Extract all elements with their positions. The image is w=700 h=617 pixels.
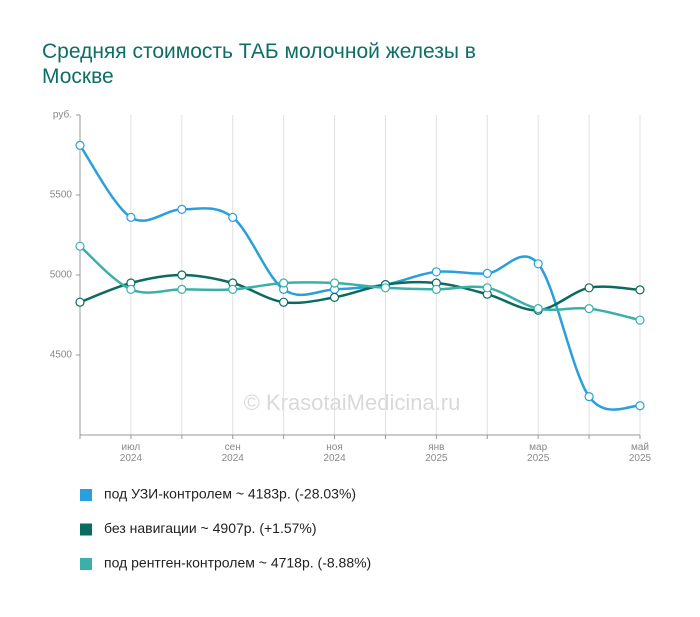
data-point [584, 392, 594, 402]
data-point [533, 304, 543, 314]
data-point [75, 297, 85, 307]
data-point [177, 204, 187, 214]
legend-swatch [80, 523, 92, 536]
data-point [482, 283, 492, 293]
data-point [75, 140, 85, 150]
x-tick-label: мар 2025 [527, 442, 550, 464]
data-point [279, 297, 289, 307]
legend-label: под рентген-контролем ~ 4718р. (-8.88%) [104, 555, 371, 571]
data-point [584, 304, 594, 314]
data-point [126, 284, 136, 294]
data-point [431, 284, 441, 294]
data-point [584, 283, 594, 293]
data-point [533, 259, 543, 269]
y-tick-label: руб. [53, 109, 72, 121]
x-tick-label: янв 2025 [425, 442, 448, 464]
legend-label: без навигации ~ 4907р. (+1.57%) [104, 520, 317, 536]
legend-swatch [80, 489, 92, 501]
data-point [228, 284, 238, 294]
y-tick-label: 5500 [50, 190, 73, 201]
x-tick-label: ноя 2024 [323, 442, 346, 464]
data-point [329, 292, 340, 302]
x-tick-label: июл 2024 [120, 442, 143, 464]
data-point [177, 270, 187, 280]
data-point [635, 315, 645, 325]
data-point [279, 278, 289, 288]
data-point [228, 212, 238, 222]
data-point [177, 284, 187, 294]
data-point [126, 212, 136, 222]
legend-label: под УЗИ-контролем ~ 4183р. (-28.03%) [104, 486, 356, 502]
legend-swatch [80, 558, 92, 570]
watermark: © KrasotaiMedicina.ru [244, 390, 461, 415]
series-line [79, 245, 641, 322]
series-line [79, 273, 641, 312]
data-point [431, 267, 441, 277]
data-point [329, 278, 340, 288]
data-point [75, 241, 85, 251]
y-tick-label: 4500 [50, 350, 73, 361]
y-tick-label: 5000 [50, 270, 73, 281]
series-line [78, 144, 641, 411]
data-point [635, 285, 645, 295]
data-point [482, 268, 492, 278]
x-tick-label: сен 2024 [222, 442, 245, 464]
data-point [635, 401, 645, 411]
data-point [380, 283, 391, 293]
x-tick-label: май 2025 [629, 442, 652, 464]
